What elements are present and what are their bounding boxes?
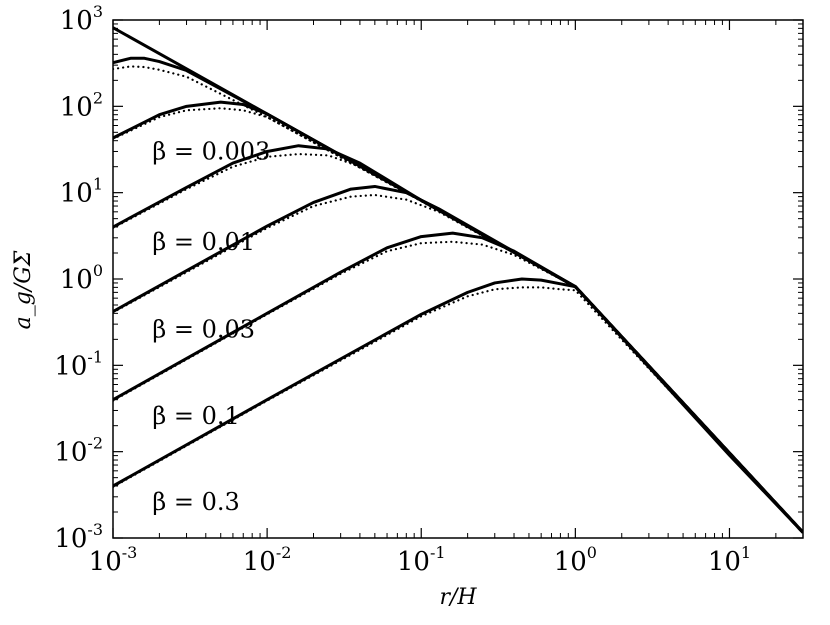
- beta-annotation: β = 0.01: [152, 228, 255, 256]
- x-tick-label: 10-2: [243, 543, 292, 577]
- series-layer: [113, 26, 803, 534]
- solid-curve-11: [113, 277, 803, 534]
- beta-annotation: β = 0.1: [152, 402, 239, 430]
- beta-annotation: β = 0.03: [152, 316, 255, 344]
- y-tick-label: 101: [60, 175, 103, 209]
- y-tick-label: 10-1: [54, 347, 103, 381]
- plot-frame: [112, 19, 804, 539]
- x-tick-label: 101: [708, 543, 751, 577]
- y-axis-label: a_g/GΣ: [11, 250, 36, 329]
- x-tick-label: 100: [554, 543, 597, 577]
- annotations: β = 0.003 β = 0.01 β = 0.03 β = 0.1 β = 0.3: [152, 137, 270, 516]
- y-tick-label: 103: [60, 2, 103, 36]
- x-tick-label: 10-1: [397, 543, 446, 577]
- tick-labels: 10-3 10-2 10-1 100 101 10-3 10-2 10-1 100 101 102 1…: [54, 2, 751, 577]
- y-tick-label: 10-3: [54, 520, 103, 554]
- dotted-curve-10: [113, 240, 803, 534]
- solid-curve-9: [113, 231, 803, 534]
- beta-annotation: β = 0.003: [152, 137, 270, 165]
- beta-annotation: β = 0.3: [152, 488, 239, 516]
- y-tick-label: 10-2: [54, 434, 103, 468]
- y-tick-label: 102: [60, 88, 103, 122]
- y-tick-label: 100: [60, 261, 103, 295]
- ticks-layer: [112, 19, 803, 539]
- x-axis-label: r/H: [439, 585, 477, 610]
- x-tick-label: 10-3: [89, 543, 138, 577]
- dotted-curve-12: [113, 286, 803, 534]
